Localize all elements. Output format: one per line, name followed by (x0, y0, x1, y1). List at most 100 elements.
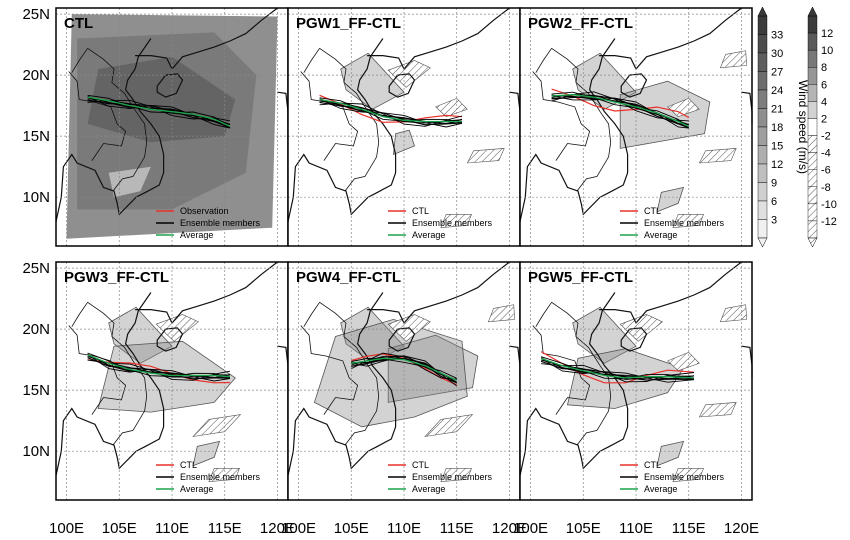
panel-3: CTL Ensemble members Average PGW2_FF-CTL (519, 7, 753, 247)
colorbar-left-tick: 9 (771, 178, 777, 190)
panel-background (520, 8, 752, 246)
hatched-area-5 (487, 304, 516, 323)
ensemble-member-track (87, 96, 231, 129)
coastline-china (367, 7, 510, 71)
colorbar-left-bottom-arrow (757, 237, 768, 248)
colorbar-right-segment (807, 32, 818, 51)
colorbar-left-segment (757, 71, 768, 91)
coastline (55, 292, 165, 476)
legend-entry: Ensemble members (412, 472, 493, 482)
colorbar-right-tick: -6 (821, 165, 831, 177)
x-tick-label: 110E (155, 520, 189, 537)
colorbar-right-tick: 2 (821, 113, 827, 125)
x-tick-label: 105E (102, 520, 137, 537)
hainan-island (388, 73, 416, 98)
coastline-china (367, 261, 510, 325)
average-track (351, 357, 457, 381)
ensemble-member-track (319, 98, 463, 125)
colorbar-left-tick: 24 (771, 85, 783, 97)
colorbar-left-segment (757, 108, 768, 128)
x-tick-label: 115E (440, 520, 474, 537)
hatched-area-3 (466, 148, 505, 164)
legend-entry: Ensemble members (644, 472, 725, 482)
hatched-area-2 (192, 414, 242, 437)
coastline-china (135, 7, 278, 71)
colorbar-right-tick: -12 (821, 216, 837, 228)
hainan-island (156, 327, 184, 352)
ensemble-member-track (87, 96, 231, 128)
country-border-1 (300, 325, 359, 415)
colorbar-right-segment (807, 49, 818, 68)
hatched-area-2 (424, 414, 474, 437)
hatched-area-3 (698, 402, 737, 418)
ensemble-member-track (540, 357, 695, 380)
legend-entry: Average (412, 484, 445, 494)
country-border-2 (71, 48, 88, 73)
panel-background (520, 262, 752, 500)
colorbar-left-tick: 30 (771, 48, 783, 60)
colorbar-right-top-arrow (807, 6, 818, 17)
hatched-area-1 (667, 351, 700, 371)
average-track (319, 98, 462, 123)
average-track (87, 354, 231, 378)
x-tick-label: 115E (672, 520, 706, 537)
average-track (87, 96, 231, 127)
coastline (55, 38, 165, 222)
hatched-area-4 (440, 214, 472, 229)
y-tick-label: 20N (22, 321, 50, 338)
legend-entry: CTL (644, 460, 661, 470)
ensemble-member-track (540, 357, 695, 380)
hatched-area-4 (672, 214, 704, 229)
country-border-2 (535, 48, 552, 73)
ensemble-member-track (540, 356, 695, 380)
x-tick-label: 105E (334, 520, 369, 537)
ensemble-member-track (551, 94, 689, 129)
colorbar-left-top-arrow (757, 6, 768, 17)
y-tick-label: 15N (22, 382, 50, 399)
colorbar-right-tick: 8 (821, 62, 827, 74)
country-border-2 (303, 48, 320, 73)
average-track (540, 357, 695, 379)
coastline-china (599, 7, 742, 71)
coastline-china (599, 261, 742, 325)
hatched-area-1 (667, 97, 700, 117)
colorbar-left-segment (757, 163, 768, 183)
legend-entry: Average (412, 230, 445, 240)
colorbar-right-bottom-arrow (807, 237, 818, 248)
ensemble-member-track (87, 352, 231, 379)
panel-5: CTL Ensemble members Average PGW4_FF-CTL (287, 261, 521, 501)
x-tick-label: 120E (724, 520, 759, 537)
x-tick-label: 100E (49, 520, 84, 537)
contour-area-6 (656, 186, 685, 213)
legend-entry: Average (644, 484, 677, 494)
ensemble-member-track (540, 358, 695, 383)
x-tick-label: 105E (566, 520, 601, 537)
panel-frame (519, 261, 753, 501)
ensemble-member-track (319, 98, 463, 124)
colorbar-left-segment (757, 52, 768, 72)
colorbar-left-tick: 12 (771, 159, 783, 171)
legend-entry: CTL (412, 460, 429, 470)
colorbar-right-tick: -8 (821, 182, 831, 194)
legend-entry: Ensemble members (412, 218, 493, 228)
hatched-area-1 (435, 97, 468, 117)
country-border-1 (68, 71, 127, 161)
x-tick-label: 110E (619, 520, 653, 537)
ensemble-member-track (351, 357, 457, 379)
legend-entry: CTL (180, 460, 197, 470)
legend-entry: Ensemble members (180, 472, 261, 482)
country-border-0 (319, 47, 380, 192)
ensemble-member-track (351, 355, 457, 384)
panel-title: PGW2_FF-CTL (528, 15, 633, 32)
legend-entry: Average (644, 230, 677, 240)
wind-field-inner (87, 56, 236, 143)
country-border-1 (300, 71, 359, 161)
colorbar-left-tick: 21 (771, 104, 783, 116)
colorbar-left-segment (757, 89, 768, 109)
contour-area-6 (192, 440, 221, 467)
panel-title: PGW4_FF-CTL (296, 269, 401, 286)
y-tick-label: 25N (22, 260, 50, 277)
hatched-area-4 (440, 467, 472, 483)
x-tick-label: 120E (260, 520, 295, 537)
